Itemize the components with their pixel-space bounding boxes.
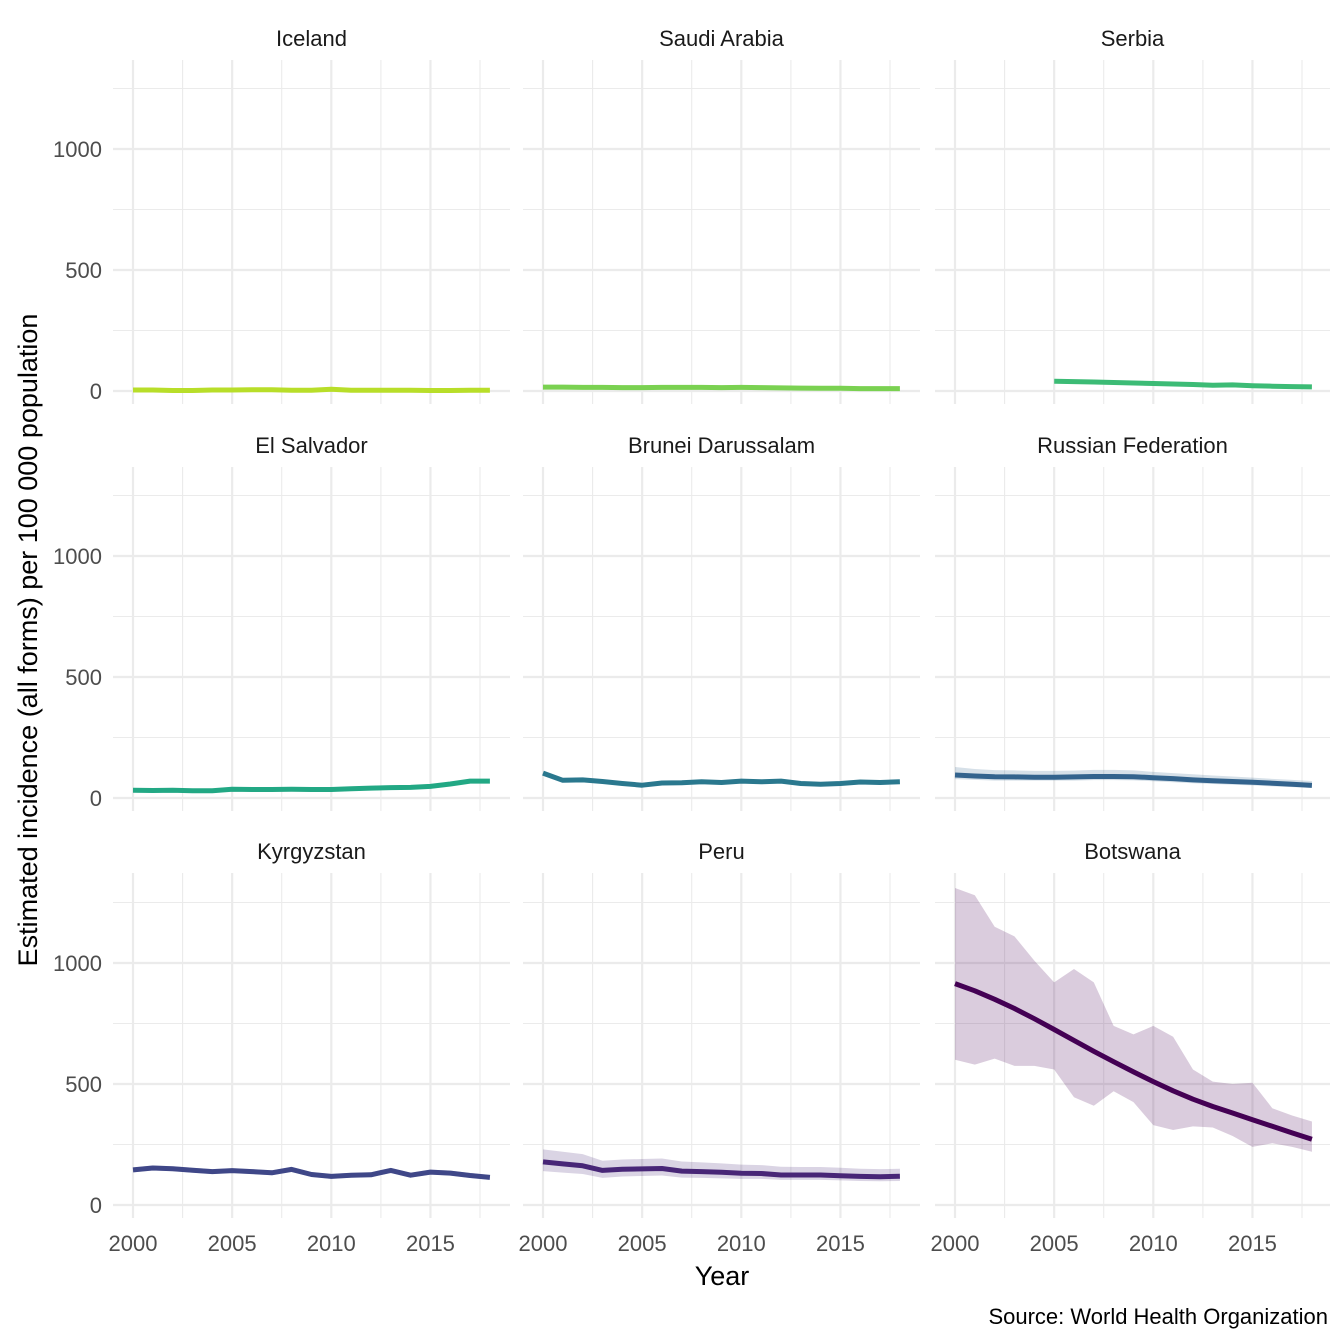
panel-saudi-arabia: Saudi Arabia [523,26,920,404]
facet-title: Kyrgyzstan [257,839,366,864]
x-tick-label: 2005 [618,1231,667,1256]
series-line [542,1159,900,1180]
y-tick-label: 500 [65,665,102,690]
facet-title: Serbia [1101,26,1165,51]
x-tick-label: 2005 [1030,1231,1079,1256]
source-caption: Source: World Health Organization [988,1304,1328,1329]
y-tick-label: 500 [65,1072,102,1097]
panel-kyrgyzstan: Kyrgyzstan 0 500 1000 2000 2005 2010 2015 [53,839,510,1256]
x-tick-label: 2015 [816,1231,865,1256]
panel-russian-federation: Russian Federation [935,433,1330,811]
series-line [133,386,490,393]
x-tick-label: 2015 [1228,1231,1277,1256]
facet-title: Iceland [276,26,347,51]
series-line [542,770,900,788]
series-line [1054,378,1312,390]
x-tick-label: 2005 [208,1231,257,1256]
facet-title: Botswana [1084,839,1181,864]
y-axis-title: Estimated incidence (all forms) per 100 … [13,314,43,967]
series-line [132,1165,491,1180]
x-tick-label: 2010 [1129,1231,1178,1256]
series-line [954,772,1313,788]
y-tick-label: 500 [65,258,102,283]
panel-serbia: Serbia [935,26,1330,404]
panel-iceland: Iceland 0 500 1000 [53,26,510,404]
y-tick-label: 0 [90,379,102,404]
x-tick-label: 2000 [109,1231,158,1256]
y-tick-label: 1000 [53,137,102,162]
y-tick-label: 1000 [53,951,102,976]
facet-title: Peru [698,839,744,864]
x-tick-label: 2010 [307,1231,356,1256]
series-line [954,981,1313,1142]
y-tick-label: 1000 [53,544,102,569]
x-tick-label: 2015 [406,1231,455,1256]
confidence-ribbon [955,887,1312,1152]
series-line [543,384,900,392]
panel-peru: Peru 2000 2005 2010 2015 [519,839,920,1256]
x-tick-label: 2000 [931,1231,980,1256]
series-line [132,778,490,794]
panel-brunei-darussalam: Brunei Darussalam [523,433,920,811]
panels: Iceland 0 500 1000 Saudi Arabia Serbia El Salv… [53,26,1330,1256]
x-axis-title: Year [695,1261,750,1291]
facet-title: El Salvador [255,433,368,458]
facet-title: Saudi Arabia [659,26,785,51]
facet-title: Brunei Darussalam [628,433,815,458]
y-tick-label: 0 [90,786,102,811]
panel-botswana: Botswana 2000 2005 2010 2015 [931,839,1330,1256]
x-tick-label: 2000 [519,1231,568,1256]
x-tick-label: 2010 [717,1231,766,1256]
panel-el-salvador: El Salvador 0 500 1000 [53,433,510,811]
y-tick-label: 0 [90,1193,102,1218]
facet-title: Russian Federation [1037,433,1228,458]
